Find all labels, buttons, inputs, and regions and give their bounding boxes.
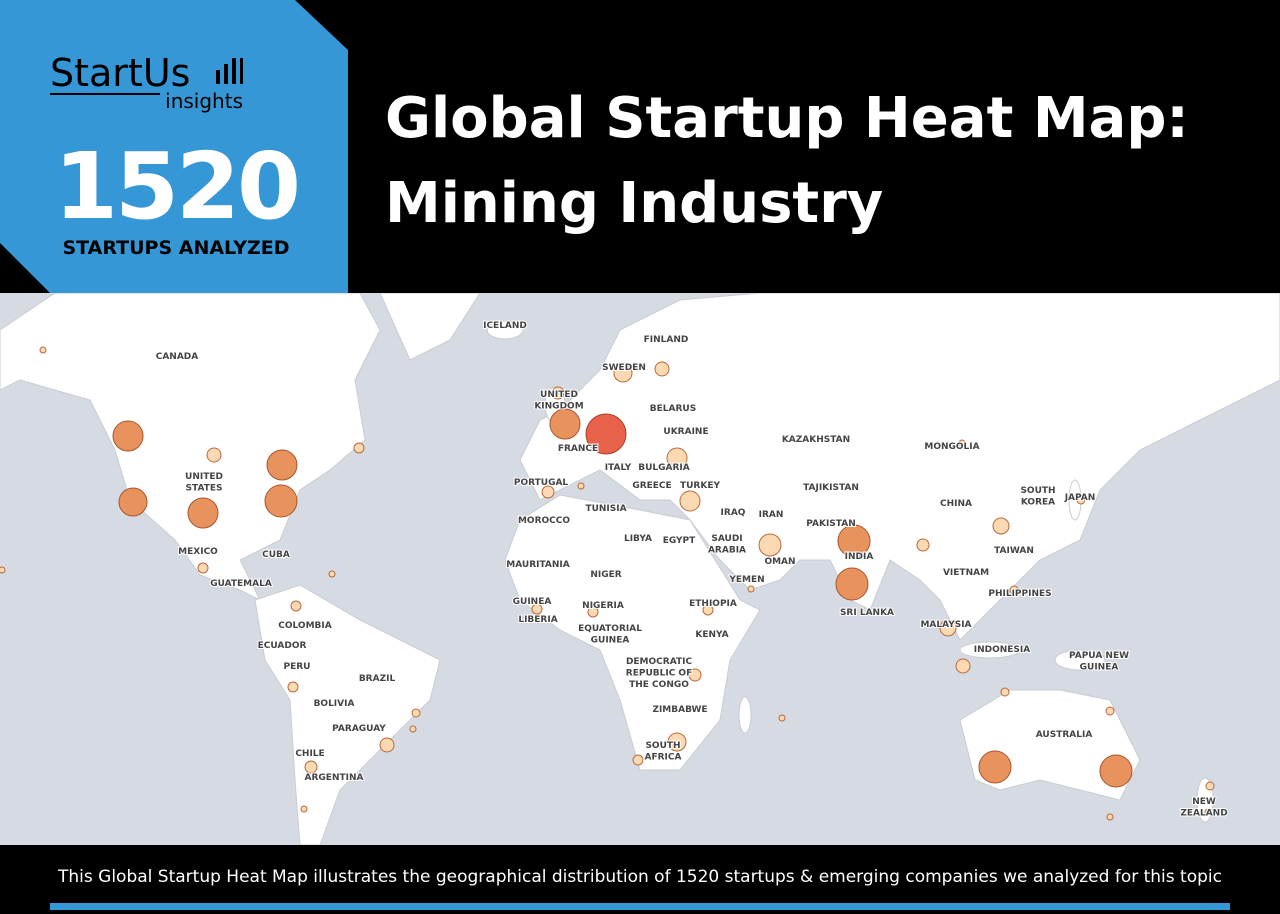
country-label: AUSTRALIA (1036, 730, 1093, 740)
country-label: ITALY (605, 463, 632, 473)
country-label: ARABIA (708, 546, 746, 556)
country-label: TAJIKISTAN (803, 483, 859, 493)
country-label: UNITED (185, 472, 223, 482)
badge (0, 0, 348, 293)
country-label: OMAN (764, 557, 795, 567)
country-label: GUINEA (513, 597, 552, 607)
country-label: MALAYSIA (920, 620, 971, 630)
country-label: MAURITANIA (506, 560, 570, 570)
country-label: MONGOLIA (924, 442, 979, 452)
footer-bar (50, 903, 1230, 910)
country-label: THE CONGO (629, 680, 689, 690)
country-label: KENYA (695, 630, 728, 640)
map: ICELAND FINLAND CANADA SWEDEN UNITED KINGDOM B… (0, 293, 1280, 845)
country-label: PARAGUAY (332, 724, 386, 734)
country-label: IRAN (759, 510, 784, 520)
country-label: ECUADOR (258, 641, 307, 651)
country-label: PAPUA NEW (1069, 651, 1129, 661)
country-label: PAKISTAN (806, 519, 855, 529)
country-label: BOLIVIA (314, 699, 355, 709)
country-label: IRAQ (721, 508, 746, 518)
country-label: TUNISIA (585, 504, 626, 514)
country-label: KINGDOM (534, 402, 583, 412)
country-label: NEW (1192, 797, 1216, 807)
country-label: NIGER (590, 570, 621, 580)
country-label: GUINEA (1080, 663, 1119, 673)
bubbles (0, 346, 1215, 821)
country-label: PORTUGAL (514, 478, 569, 488)
country-label: PHILIPPINES (988, 589, 1051, 599)
country-label: KOREA (1021, 498, 1055, 508)
country-label: BULGARIA (638, 463, 690, 473)
country-label: STATES (186, 484, 223, 494)
logo-text: StartUs (50, 51, 190, 95)
country-label: FINLAND (644, 335, 689, 345)
country-label: VIETNAM (943, 568, 989, 578)
title-line: Mining Industry (385, 171, 883, 236)
country-label: GUATEMALA (210, 579, 272, 589)
land (0, 293, 1280, 845)
country-label: GREECE (632, 481, 671, 491)
logo-bars (216, 58, 243, 84)
country-label: UNITED (540, 390, 578, 400)
logo-sub: insights (165, 89, 243, 113)
count-caption: STARTUPS ANALYZED (62, 237, 289, 259)
country-label: PERU (284, 662, 311, 672)
country-label: ZIMBABWE (652, 705, 707, 715)
country-label: KAZAKHSTAN (782, 435, 850, 445)
country-label: GUINEA (591, 636, 630, 646)
country-label: BELARUS (650, 404, 696, 414)
country-label: CANADA (156, 352, 199, 362)
country-label: NIGERIA (582, 601, 624, 611)
country-label: EGYPT (663, 536, 696, 546)
country-label: SOUTH (1020, 486, 1055, 496)
country-label: ARGENTINA (305, 773, 364, 783)
country-label: CHILE (295, 749, 324, 759)
country-label: SAUDI (711, 534, 742, 544)
country-label: SRI LANKA (840, 608, 894, 618)
country-label: DEMOCRATIC (626, 657, 693, 667)
country-label: CHINA (940, 499, 972, 509)
country-label: JAPAN (1064, 493, 1096, 503)
country-label: SWEDEN (602, 363, 646, 373)
country-label: AFRICA (645, 753, 682, 763)
country-label: UKRAINE (663, 427, 708, 437)
country-label: COLOMBIA (278, 621, 331, 631)
country-label: INDIA (845, 552, 874, 562)
country-label: FRANCE (558, 444, 598, 454)
title-line: Global Startup Heat Map: (385, 86, 1189, 151)
country-labels: ICELAND FINLAND CANADA SWEDEN UNITED KINGDOM B… (155, 320, 1229, 820)
country-label: SOUTH (645, 741, 680, 751)
country-label: LIBYA (624, 534, 652, 544)
country-label: TURKEY (680, 481, 720, 491)
country-label: YEMEN (728, 575, 764, 585)
country-label: EQUATORIAL (578, 624, 642, 634)
country-label: ETHIOPIA (689, 599, 737, 609)
country-label: ZEALAND (1180, 809, 1227, 819)
country-label: REPUBLIC OF (626, 669, 692, 679)
footer-text: This Global Startup Heat Map illustrates… (57, 867, 1222, 887)
country-label: MOROCCO (518, 516, 570, 526)
country-label: LIBERIA (518, 615, 557, 625)
country-label: MEXICO (178, 547, 218, 557)
country-label: TAIWAN (994, 546, 1034, 556)
count: 1520 (54, 133, 298, 240)
country-label: CUBA (262, 550, 290, 560)
country-label: ICELAND (483, 321, 527, 331)
country-label: BRAZIL (359, 674, 396, 684)
country-label: INDONESIA (974, 645, 1031, 655)
